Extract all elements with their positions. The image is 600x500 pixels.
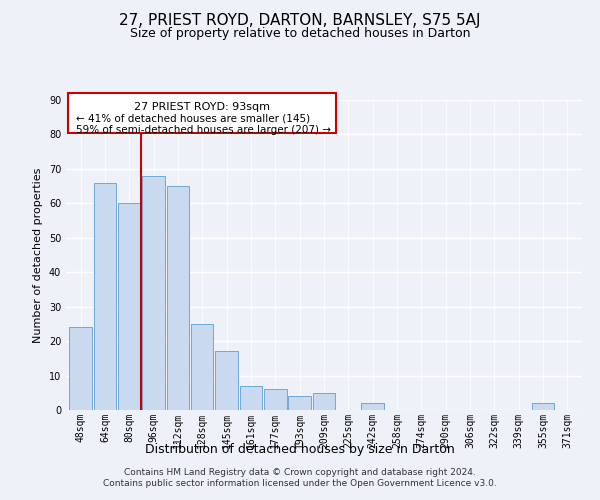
Text: Contains HM Land Registry data © Crown copyright and database right 2024.
Contai: Contains HM Land Registry data © Crown c… — [103, 468, 497, 487]
Bar — [167, 186, 189, 410]
Bar — [94, 182, 116, 410]
Bar — [313, 393, 335, 410]
Bar — [70, 328, 92, 410]
Bar — [68, 93, 336, 132]
Bar — [289, 396, 311, 410]
Text: 27, PRIEST ROYD, DARTON, BARNSLEY, S75 5AJ: 27, PRIEST ROYD, DARTON, BARNSLEY, S75 5… — [119, 12, 481, 28]
Bar — [142, 176, 165, 410]
Text: 27 PRIEST ROYD: 93sqm: 27 PRIEST ROYD: 93sqm — [134, 102, 271, 112]
Text: ← 41% of detached houses are smaller (145): ← 41% of detached houses are smaller (14… — [76, 113, 310, 123]
Text: Distribution of detached houses by size in Darton: Distribution of detached houses by size … — [145, 442, 455, 456]
Bar — [240, 386, 262, 410]
Bar — [191, 324, 214, 410]
Bar — [118, 204, 140, 410]
Bar — [532, 403, 554, 410]
Y-axis label: Number of detached properties: Number of detached properties — [33, 168, 43, 342]
Bar — [264, 390, 287, 410]
Text: Size of property relative to detached houses in Darton: Size of property relative to detached ho… — [130, 28, 470, 40]
Bar — [361, 403, 384, 410]
Bar — [215, 352, 238, 410]
Text: 59% of semi-detached houses are larger (207) →: 59% of semi-detached houses are larger (… — [76, 125, 331, 135]
